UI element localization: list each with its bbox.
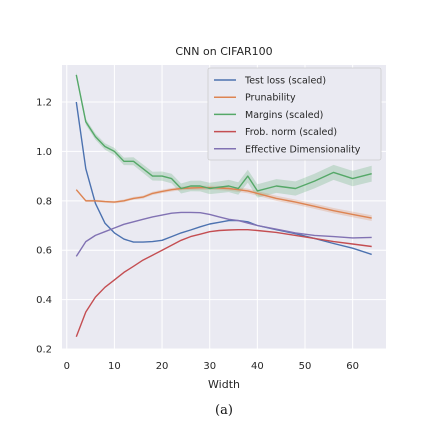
series-line (75, 101, 372, 256)
legend-items: Test loss (scaled) Prunability Margins (sc… (214, 76, 361, 155)
series-line (75, 228, 372, 337)
x-tick-label: 20 (156, 361, 169, 372)
legend-label: Prunability (245, 93, 296, 104)
legend-label: Frob. norm (scaled) (245, 127, 337, 138)
series-lines (75, 74, 372, 337)
x-tick-labels: 0 10 20 30 40 50 60 (64, 361, 359, 372)
series-line (75, 74, 372, 192)
legend-label: Effective Dimensionality (245, 144, 361, 155)
figure-caption: (a) (215, 403, 233, 418)
series-line (75, 211, 372, 257)
y-tick-labels: 0.2 0.4 0.6 0.8 1.0 1.2 (36, 98, 52, 356)
chart-title: CNN on CIFAR100 (175, 45, 272, 58)
series-line (75, 186, 372, 219)
y-tick-label: 1.2 (36, 98, 52, 109)
legend-label: Margins (scaled) (245, 110, 323, 121)
x-tick-label: 50 (299, 361, 312, 372)
legend-box (207, 67, 382, 161)
x-tick-label: 60 (346, 361, 359, 372)
y-tick-label: 0.8 (36, 196, 52, 207)
y-tick-label: 1.0 (36, 147, 52, 158)
x-tick-label: 0 (64, 361, 70, 372)
y-tick-label: 0.6 (36, 246, 52, 257)
x-tick-label: 30 (203, 361, 216, 372)
x-tick-label: 40 (251, 361, 264, 372)
legend-label: Test loss (scaled) (244, 76, 326, 87)
y-tick-label: 0.2 (36, 345, 52, 356)
x-axis-label: Width (208, 378, 240, 391)
y-tick-label: 0.4 (36, 295, 52, 306)
legend: Test loss (scaled) Prunability Margins (sc… (207, 67, 382, 161)
x-tick-label: 10 (108, 361, 121, 372)
grid-lines (62, 65, 386, 350)
